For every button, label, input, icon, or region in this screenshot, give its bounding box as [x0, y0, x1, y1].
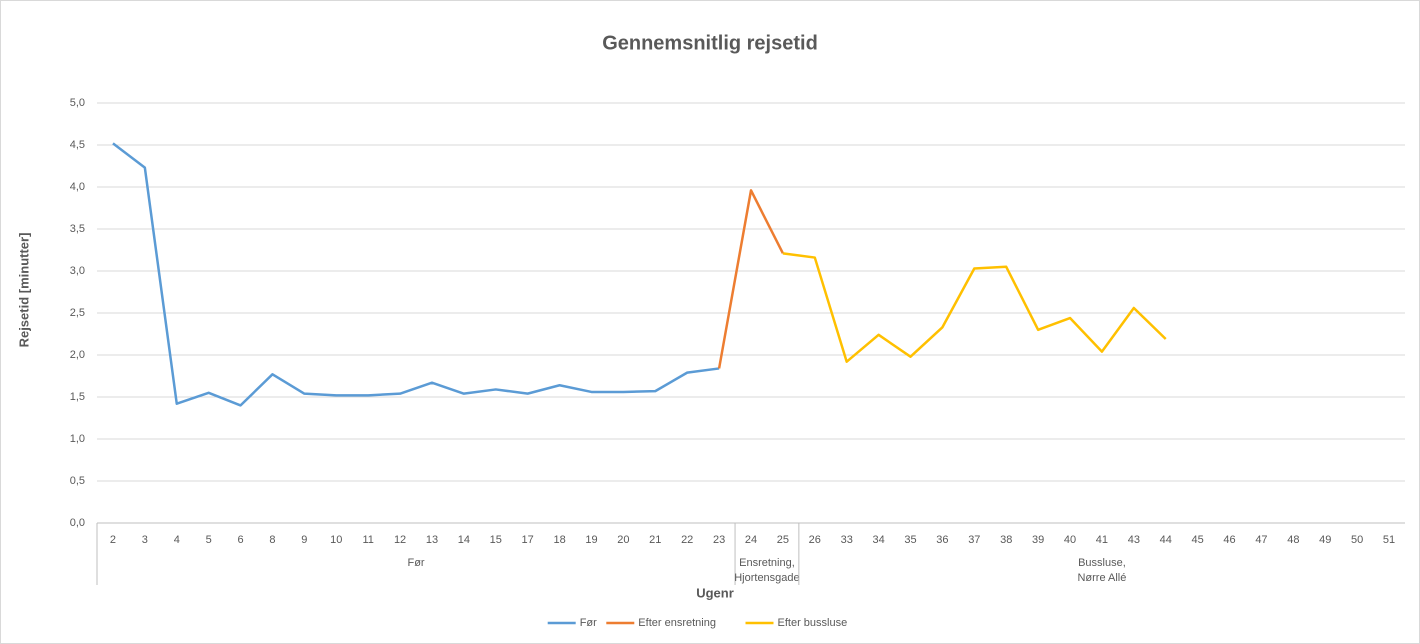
x-tick-label: 5: [206, 534, 212, 546]
y-tick-label: 2,0: [70, 349, 85, 361]
x-tick-label: 39: [1032, 534, 1044, 546]
y-tick-label: 5,0: [70, 97, 85, 109]
y-tick-label: 2,5: [70, 307, 85, 319]
y-tick-label: 0,5: [70, 475, 85, 487]
x-tick-label: 33: [841, 534, 853, 546]
x-tick-label: 46: [1223, 534, 1235, 546]
group-label: Ensretning,: [739, 557, 795, 569]
legend-label: Efter ensretning: [638, 617, 716, 629]
x-tick-label: 45: [1192, 534, 1204, 546]
x-tick-label: 8: [269, 534, 275, 546]
y-tick-label: 1,5: [70, 391, 85, 403]
x-tick-label: 34: [872, 534, 884, 546]
y-tick-label: 3,0: [70, 265, 85, 277]
x-tick-label: 38: [1000, 534, 1012, 546]
x-tick-label: 10: [330, 534, 342, 546]
x-tick-label: 11: [362, 534, 373, 546]
legend-label: Efter bussluse: [778, 617, 848, 629]
x-tick-label: 9: [301, 534, 307, 546]
y-tick-label: 4,5: [70, 139, 85, 151]
x-tick-label: 40: [1064, 534, 1076, 546]
series-line: [717, 189, 785, 369]
x-tick-label: 17: [522, 534, 534, 546]
x-tick-label: 24: [745, 534, 757, 546]
y-tick-label: 4,0: [70, 181, 85, 193]
x-tick-label: 6: [237, 534, 243, 546]
group-label: Bussluse,: [1078, 557, 1126, 569]
x-tick-label: 22: [681, 534, 693, 546]
x-tick-label: 35: [904, 534, 916, 546]
x-tick-label: 43: [1128, 534, 1140, 546]
x-tick-label: 2: [110, 534, 116, 546]
x-tick-label: 44: [1160, 534, 1172, 546]
series-line: [782, 252, 1167, 363]
x-tick-label: 36: [936, 534, 948, 546]
group-label: Nørre Allé: [1077, 572, 1126, 584]
x-tick-label: 26: [809, 534, 821, 546]
x-tick-label: 13: [426, 534, 438, 546]
x-tick-label: 41: [1096, 534, 1108, 546]
x-tick-label: 18: [553, 534, 565, 546]
legend-label: Før: [580, 617, 597, 629]
x-tick-label: 3: [142, 534, 148, 546]
x-axis-title: Ugenr: [696, 585, 734, 600]
x-tick-label: 51: [1383, 534, 1395, 546]
x-tick-label: 12: [394, 534, 406, 546]
x-tick-label: 37: [968, 534, 980, 546]
y-tick-label: 3,5: [70, 223, 85, 235]
chart-title: Gennemsnitlig rejsetid: [602, 32, 818, 54]
x-tick-label: 48: [1287, 534, 1299, 546]
x-tick-label: 25: [777, 534, 789, 546]
x-tick-label: 15: [490, 534, 502, 546]
x-tick-label: 47: [1255, 534, 1267, 546]
y-tick-label: 1,0: [70, 433, 85, 445]
y-axis-title: Rejsetid [minutter]: [16, 233, 31, 348]
group-label: Hjortensgade: [734, 572, 799, 584]
y-tick-label: 0,0: [70, 517, 85, 529]
x-tick-label: 49: [1319, 534, 1331, 546]
x-tick-label: 20: [617, 534, 629, 546]
x-tick-label: 4: [174, 534, 180, 546]
group-label: Før: [407, 557, 424, 569]
series-line: [112, 142, 720, 407]
x-tick-label: 21: [649, 534, 661, 546]
x-tick-label: 14: [458, 534, 470, 546]
x-tick-label: 19: [585, 534, 597, 546]
x-tick-label: 23: [713, 534, 725, 546]
x-tick-label: 50: [1351, 534, 1363, 546]
